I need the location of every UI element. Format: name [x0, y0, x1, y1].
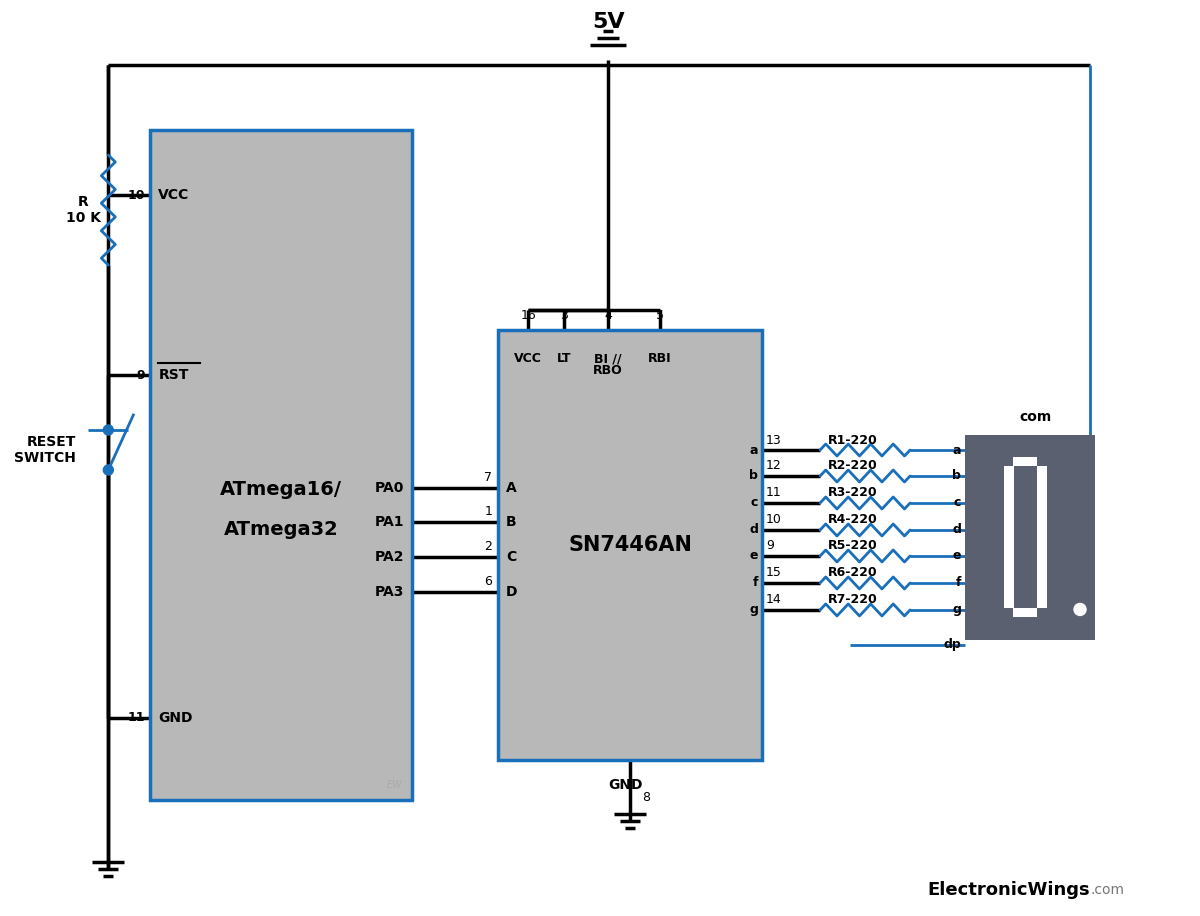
Text: GND: GND: [158, 711, 193, 725]
Text: 10: 10: [128, 189, 145, 202]
Text: RESET
SWITCH: RESET SWITCH: [14, 435, 77, 465]
Text: D: D: [506, 585, 517, 599]
Text: g: g: [952, 604, 961, 616]
Text: 2: 2: [485, 540, 492, 553]
Circle shape: [103, 425, 113, 435]
Text: ATmega32: ATmega32: [224, 520, 338, 540]
Bar: [1004, 538, 1014, 608]
Text: e: e: [750, 550, 758, 562]
Text: R6-220: R6-220: [828, 566, 877, 580]
Text: b: b: [749, 470, 758, 483]
Text: 10: 10: [766, 514, 782, 527]
Text: SN7446AN: SN7446AN: [569, 535, 692, 555]
Text: A: A: [506, 481, 517, 495]
Bar: [1013, 607, 1037, 617]
Text: 14: 14: [766, 594, 782, 606]
Text: c: c: [751, 496, 758, 509]
Text: d: d: [952, 523, 961, 537]
Text: 5V: 5V: [592, 12, 624, 32]
Text: PA3: PA3: [374, 585, 404, 599]
Text: g: g: [749, 604, 758, 616]
Text: EW: EW: [386, 780, 402, 790]
Text: R4-220: R4-220: [828, 514, 878, 527]
Text: b: b: [952, 470, 961, 483]
Text: PA1: PA1: [374, 515, 404, 529]
Bar: [1037, 466, 1046, 538]
Text: 8: 8: [642, 791, 650, 804]
Text: e: e: [953, 550, 961, 562]
Text: VCC: VCC: [158, 188, 190, 202]
Text: PA2: PA2: [374, 550, 404, 564]
Text: 13: 13: [766, 433, 782, 446]
Text: R5-220: R5-220: [828, 540, 878, 552]
Text: 5: 5: [656, 309, 664, 322]
Text: ElectronicWings: ElectronicWings: [928, 881, 1090, 899]
Text: R1-220: R1-220: [828, 433, 878, 446]
Bar: [1037, 538, 1046, 608]
Text: B: B: [506, 515, 517, 529]
Text: C: C: [506, 550, 516, 564]
Bar: [1013, 456, 1037, 466]
Bar: [498, 330, 762, 760]
Circle shape: [103, 465, 113, 475]
Text: a: a: [750, 443, 758, 456]
Bar: [965, 435, 1096, 640]
Text: c: c: [954, 496, 961, 509]
Text: R2-220: R2-220: [828, 460, 878, 473]
Text: 16: 16: [521, 309, 536, 322]
Text: ATmega16/: ATmega16/: [221, 481, 342, 499]
Text: a: a: [953, 443, 961, 456]
Text: 11: 11: [766, 486, 782, 499]
Text: 9: 9: [137, 368, 145, 382]
Bar: [150, 130, 413, 800]
Text: RBI: RBI: [648, 352, 672, 365]
Text: 12: 12: [766, 460, 782, 473]
Text: GND: GND: [608, 778, 642, 792]
Text: RST: RST: [158, 368, 188, 382]
Text: VCC: VCC: [515, 352, 542, 365]
Text: 7: 7: [485, 472, 492, 485]
Text: R7-220: R7-220: [828, 594, 878, 606]
Text: 9: 9: [766, 540, 774, 552]
Text: dp: dp: [943, 638, 961, 651]
Text: R
10 K: R 10 K: [66, 195, 101, 225]
Text: BI //
RBO: BI // RBO: [593, 352, 623, 377]
Text: 4: 4: [605, 309, 612, 322]
Text: 11: 11: [128, 712, 145, 725]
Text: 15: 15: [766, 566, 782, 580]
Text: 3: 3: [560, 309, 568, 322]
Text: .com: .com: [1090, 883, 1124, 897]
Text: R3-220: R3-220: [828, 486, 877, 499]
Circle shape: [1074, 604, 1086, 616]
Text: 1: 1: [485, 506, 492, 518]
Text: LT: LT: [557, 352, 571, 365]
Bar: [1004, 466, 1014, 538]
Text: 6: 6: [485, 575, 492, 588]
Text: PA0: PA0: [374, 481, 404, 495]
Text: d: d: [749, 523, 758, 537]
Text: f: f: [752, 576, 758, 590]
Text: com: com: [1019, 410, 1051, 424]
Text: f: f: [955, 576, 961, 590]
